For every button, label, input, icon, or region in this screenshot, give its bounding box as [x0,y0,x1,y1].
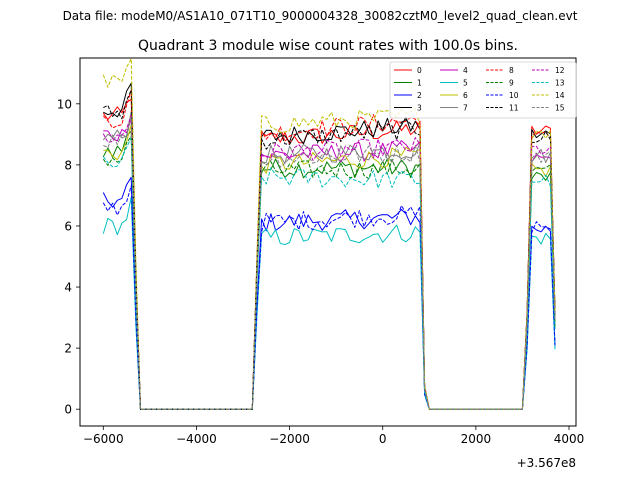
y-tick-label: 0 [64,403,72,417]
axes-frame [79,57,577,427]
plot-area [102,58,556,410]
y-tick-label: 10 [57,97,72,111]
x-tick-label: −4000 [176,432,217,446]
legend-label-10: 10 [509,91,519,100]
legend-label-12: 12 [555,66,565,75]
legend-label-14: 14 [555,91,565,100]
y-tick-label: 6 [64,219,72,233]
chart-title: Quadrant 3 module wise count rates with … [138,38,518,54]
x-offset-label: +3.567e8 [517,456,576,470]
x-tick-label: 4000 [554,432,585,446]
legend-label-8: 8 [509,66,514,75]
legend-label-3: 3 [417,104,422,113]
y-tick-label: 8 [64,158,72,172]
x-tick-label: 0 [379,432,387,446]
y-tick-label: 4 [64,281,72,295]
legend-label-5: 5 [463,79,468,88]
legend-label-11: 11 [509,104,519,113]
legend-label-13: 13 [555,79,565,88]
y-axis: 0 2 4 6 8 10 [57,97,80,417]
legend-label-15: 15 [555,104,565,113]
series-line-15 [103,116,556,410]
legend-label-1: 1 [417,79,422,88]
legend-frame [389,61,577,119]
figure-suptitle: Data file: modeM0/AS1A10_071T10_90000043… [63,9,578,23]
legend-label-7: 7 [463,104,468,113]
legend-label-4: 4 [463,66,468,75]
x-tick-label: 2000 [461,432,492,446]
x-tick-label: −2000 [269,432,310,446]
legend-label-6: 6 [463,91,468,100]
x-axis: −6000 −4000 −2000 0 2000 4000 [83,426,584,446]
legend-label-0: 0 [417,66,422,75]
x-tick-label: −6000 [83,432,124,446]
legend-label-2: 2 [417,91,422,100]
y-tick-label: 2 [64,342,72,356]
legend-label-9: 9 [509,79,514,88]
